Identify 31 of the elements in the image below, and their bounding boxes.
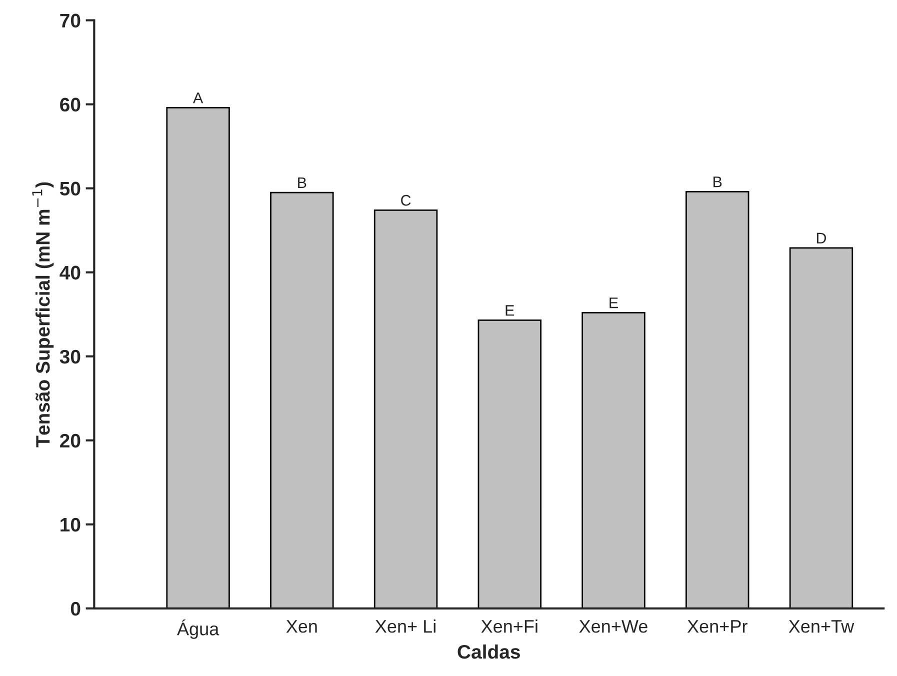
y-tick-label: 10 <box>60 518 80 532</box>
annotation: E <box>610 298 618 308</box>
y-axis-title: Tensão Superficial (mN m$^{−1}$) <box>32 182 54 448</box>
y-tick-label: 60 <box>60 98 80 112</box>
x-tick-label: Xen+Tw <box>788 620 854 633</box>
x-tick-label: Xen+ Li <box>375 620 436 633</box>
bar <box>789 247 854 608</box>
x-tick-label: Xen+We <box>579 620 648 633</box>
y-tick-label: 30 <box>60 350 80 364</box>
y-tick-label: 50 <box>60 182 80 196</box>
y-tick-label: 70 <box>60 14 80 28</box>
x-tick-label: Xen+Pr <box>687 620 748 633</box>
annotation: B <box>298 177 306 188</box>
bar <box>582 312 646 608</box>
annotation: C <box>401 194 411 206</box>
x-tick-label: Água <box>177 620 220 639</box>
annotation: A <box>192 92 204 104</box>
y-tick-label: 20 <box>60 434 80 448</box>
annotation: D <box>816 232 826 244</box>
y-tick-label: 0 <box>70 602 80 616</box>
annotation: E <box>506 305 514 316</box>
x-tick-label: Xen <box>286 620 317 633</box>
bar <box>478 320 542 608</box>
bar <box>166 106 230 608</box>
x-axis-title: Caldas <box>458 644 520 659</box>
y-tick-label: 40 <box>60 266 80 280</box>
annotation: B <box>714 176 722 188</box>
bar <box>686 190 750 608</box>
x-tick-label: Xen+Fi <box>481 620 538 633</box>
bar <box>374 209 438 608</box>
bar <box>270 192 334 608</box>
